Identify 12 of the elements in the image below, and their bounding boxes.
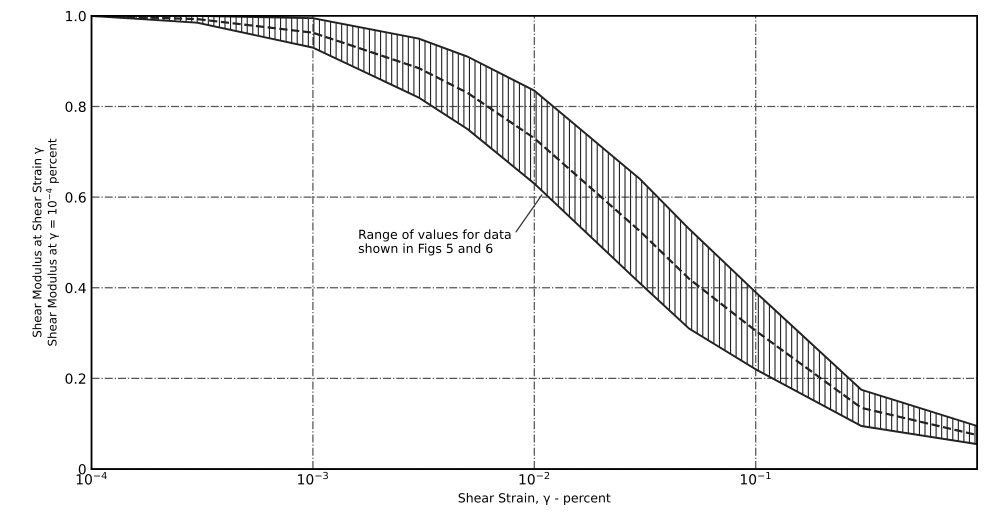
x-tick-label: 10$^{−1}$ — [740, 472, 771, 485]
annotation: Range of values for data shown in Figs 5 and 6 — [358, 229, 511, 256]
y-axis-title: Shear Modulus at Shear Strain γ Shear Modulus at γ = 10$^{−4}$ percent — [32, 138, 59, 346]
y-tick-label: 0.8 — [65, 102, 86, 112]
x-tick-label: 10$^{−2}$ — [520, 472, 550, 485]
y-tick-label: 0.6 — [65, 192, 86, 203]
x-tick-label: 10$^{−3}$ — [298, 472, 328, 485]
y-tick-label: 1.0 — [66, 10, 86, 22]
x-axis-title: Shear Strain, γ - percent — [458, 492, 611, 506]
y-tick-label: 0 — [78, 464, 86, 475]
y-tick-label: 0.2 — [65, 373, 86, 384]
y-tick-label: 0.4 — [65, 282, 86, 294]
